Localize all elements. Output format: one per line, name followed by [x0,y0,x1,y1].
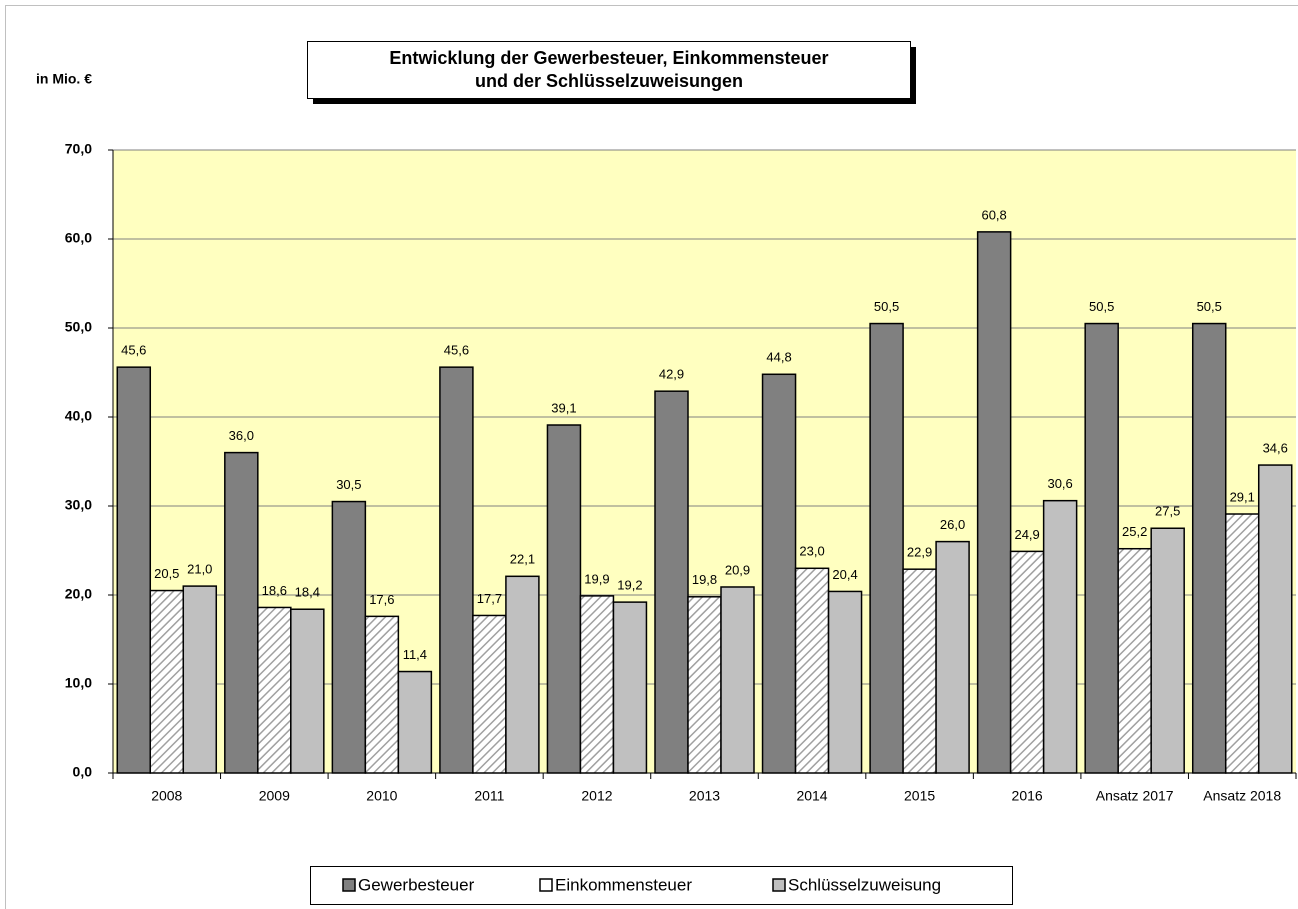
y-tick-label: 20,0 [65,586,92,602]
value-label: 19,2 [617,578,642,593]
x-tick-label: 2010 [366,788,397,804]
bar [935,540,970,774]
bar [720,586,755,774]
chart-title: Entwicklung der Gewerbesteuer, Einkommen… [389,48,828,68]
chart-title: und der Schlüsselzuweisungen [475,71,743,91]
legend-box [310,866,1013,905]
bar [687,596,722,774]
value-label: 20,4 [832,567,857,582]
value-label: 29,1 [1230,489,1255,504]
value-label: 17,7 [477,591,502,606]
value-label: 17,6 [369,592,394,607]
bar [331,500,367,774]
bar [1117,547,1152,774]
value-label: 19,8 [692,572,717,587]
value-label: 50,5 [874,299,899,314]
value-label: 20,9 [725,562,750,577]
bar [1150,527,1185,774]
value-label: 23,0 [799,544,824,559]
bar [546,424,582,774]
y-tick-label: 0,0 [73,764,93,780]
bar [1224,513,1260,774]
bar [976,231,1012,774]
value-label: 42,9 [659,367,684,382]
bar [902,568,937,774]
value-label: 27,5 [1155,504,1180,519]
value-label: 30,6 [1047,476,1072,491]
legend-label: Schlüsselzuweisung [788,875,941,894]
value-label: 45,6 [121,343,146,358]
value-label: 44,8 [766,350,791,365]
value-label: 39,1 [551,400,576,415]
legend-marker [342,878,356,892]
bar [1084,322,1119,774]
value-label: 45,6 [444,343,469,358]
value-label: 50,5 [1089,299,1114,314]
value-label: 21,0 [187,562,212,577]
bar [472,614,507,774]
value-label: 26,0 [940,517,965,532]
bar [579,595,615,774]
y-tick-label: 70,0 [65,141,92,157]
x-tick-label: 2012 [581,788,612,804]
legend-marker [539,878,553,892]
x-tick-label: 2013 [689,788,720,804]
bar [654,390,689,774]
bar [182,585,218,774]
bar [794,567,830,774]
x-tick-label: 2008 [151,788,182,804]
bar [439,366,474,774]
y-tick-label: 10,0 [65,675,92,691]
bar [1009,550,1045,774]
bar [612,601,648,774]
bar [364,615,400,774]
x-tick-label: 2015 [904,788,935,804]
value-label: 34,6 [1263,440,1288,455]
bar [827,590,863,774]
y-tick-label: 40,0 [65,408,92,424]
chart-border [5,5,1298,909]
value-label: 60,8 [981,207,1006,222]
value-label: 22,1 [510,552,535,567]
value-label: 18,4 [295,585,320,600]
y-axis-label: in Mio. € [36,71,92,87]
bar [397,670,433,774]
bar [257,606,292,774]
value-label: 36,0 [229,428,254,443]
title-box [307,41,911,99]
bar [149,589,185,774]
value-label: 50,5 [1197,299,1222,314]
bar [505,575,540,774]
value-label: 30,5 [336,477,361,492]
x-tick-label: Ansatz 2017 [1096,788,1174,804]
x-tick-label: 2014 [796,788,827,804]
y-tick-label: 60,0 [65,230,92,246]
value-label: 20,5 [154,566,179,581]
bar [1257,464,1293,774]
x-tick-label: 2016 [1012,788,1043,804]
value-label: 19,9 [584,571,609,586]
bar [761,373,797,774]
legend-marker [772,878,786,892]
value-label: 25,2 [1122,524,1147,539]
value-label: 18,6 [262,583,287,598]
bar [1191,322,1227,774]
x-tick-label: Ansatz 2018 [1203,788,1281,804]
bar [116,366,152,774]
bar [290,608,325,774]
x-tick-label: 2011 [474,788,504,804]
y-tick-label: 30,0 [65,497,92,513]
bar [224,451,259,774]
value-label: 11,4 [403,647,427,662]
bar [869,322,904,774]
value-label: 24,9 [1014,527,1039,542]
legend-label: Gewerbesteuer [358,875,475,894]
value-label: 22,9 [907,545,932,560]
y-tick-label: 50,0 [65,319,92,335]
legend-label: Einkommensteuer [555,875,692,894]
x-tick-label: 2009 [259,788,290,804]
bar [1042,499,1078,774]
